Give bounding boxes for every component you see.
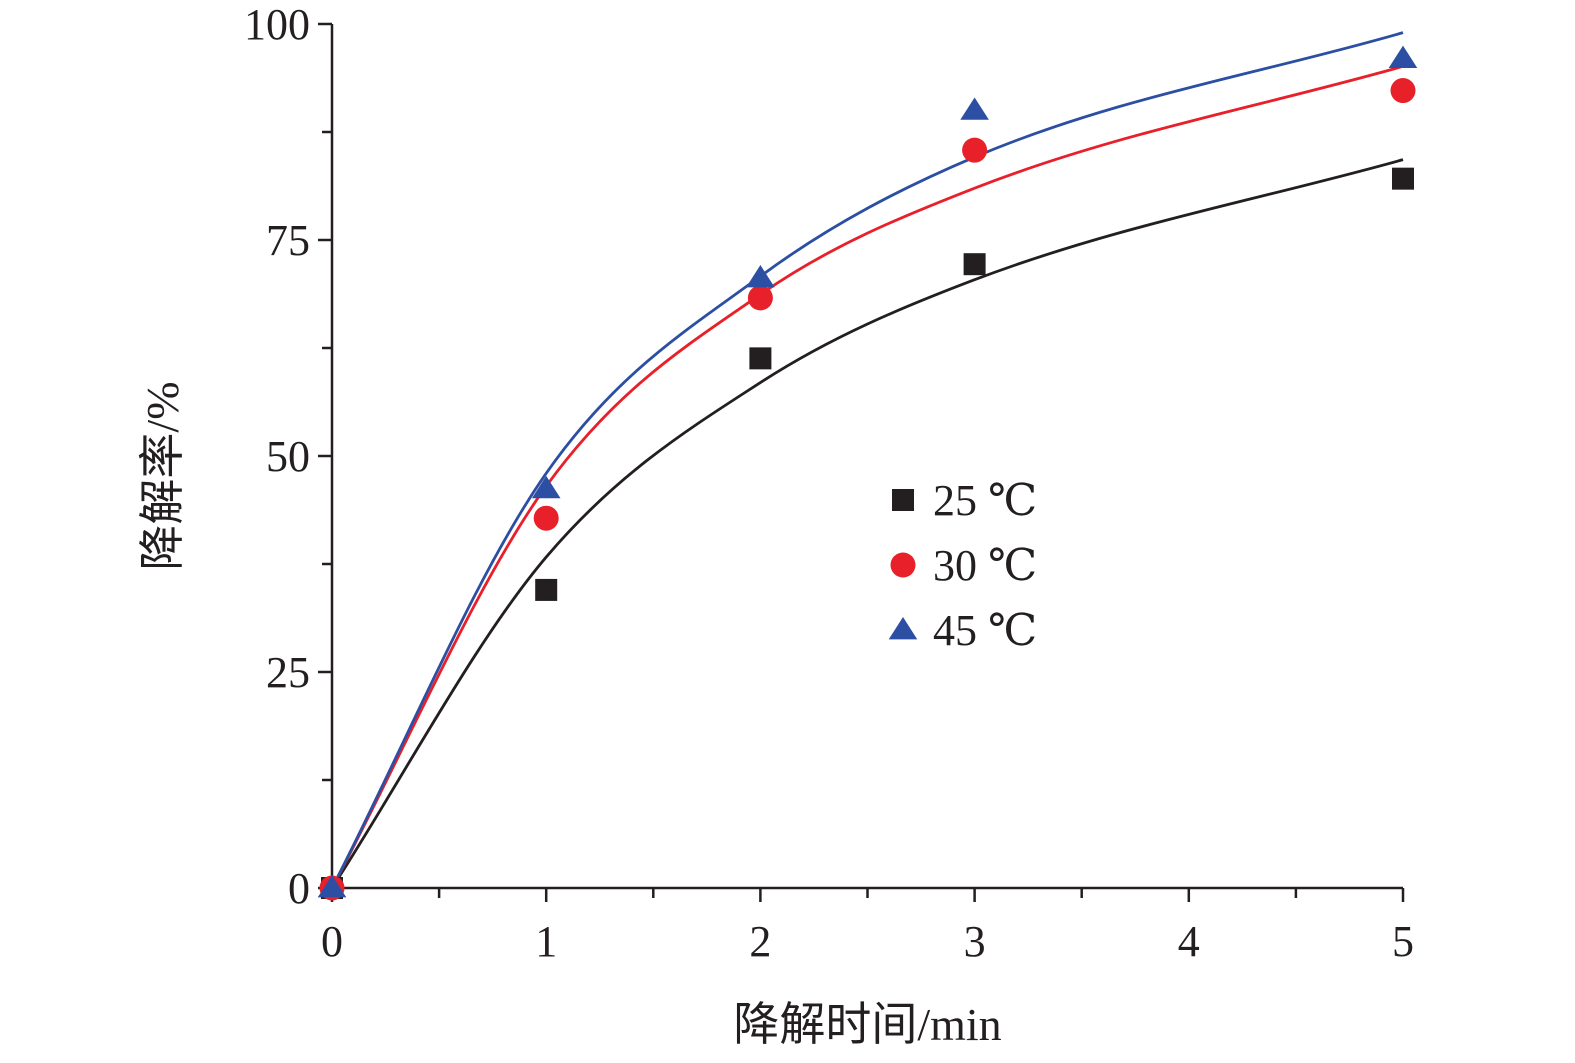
fit-curves [330, 31, 1404, 889]
x-tick-label: 5 [1392, 917, 1414, 966]
point-series-2 [1390, 78, 1416, 104]
legend-marker-series-2 [890, 552, 916, 578]
data-points [317, 45, 1418, 901]
point-series-3 [960, 97, 989, 120]
legend-marker-series-3 [888, 617, 918, 640]
y-tick-label: 25 [266, 648, 310, 697]
point-series-1 [749, 347, 772, 370]
point-series-2 [533, 505, 559, 531]
y-tick-label: 50 [266, 432, 310, 481]
legend: 25 ℃ 30 ℃ 45 ℃ [888, 476, 1037, 655]
point-series-2 [962, 137, 988, 163]
y-tick-label: 75 [266, 216, 310, 265]
legend-label-series-1: 25 ℃ [933, 476, 1037, 525]
y-tick-label: 0 [288, 864, 310, 913]
x-tick-label: 0 [321, 917, 343, 966]
legend-label-series-2: 30 ℃ [933, 541, 1037, 590]
point-series-1 [963, 253, 986, 276]
point-series-3 [746, 265, 775, 288]
fit-curve-series-1 [330, 158, 1404, 889]
point-series-3 [531, 475, 561, 499]
point-series-3 [1388, 45, 1418, 68]
y-axis-title: 降解率/% [137, 381, 188, 570]
legend-marker-series-1 [892, 489, 914, 511]
x-tick-label: 2 [749, 917, 771, 966]
point-series-3 [317, 875, 347, 898]
point-series-1 [1392, 167, 1414, 190]
legend-label-series-3: 45 ℃ [933, 606, 1037, 655]
point-series-2 [747, 285, 773, 311]
fit-curve-series-2 [330, 64, 1404, 889]
x-tick-label: 3 [964, 917, 986, 966]
x-tick-label: 4 [1178, 917, 1200, 966]
point-series-1 [535, 578, 558, 601]
axes: 0 25 50 75 100 0 1 2 3 4 5 [244, 0, 1414, 966]
x-tick-label: 1 [535, 917, 557, 966]
x-axis-title: 降解时间/min [733, 999, 1001, 1050]
y-tick-label: 100 [244, 0, 310, 49]
fit-curve-series-3 [330, 31, 1404, 889]
